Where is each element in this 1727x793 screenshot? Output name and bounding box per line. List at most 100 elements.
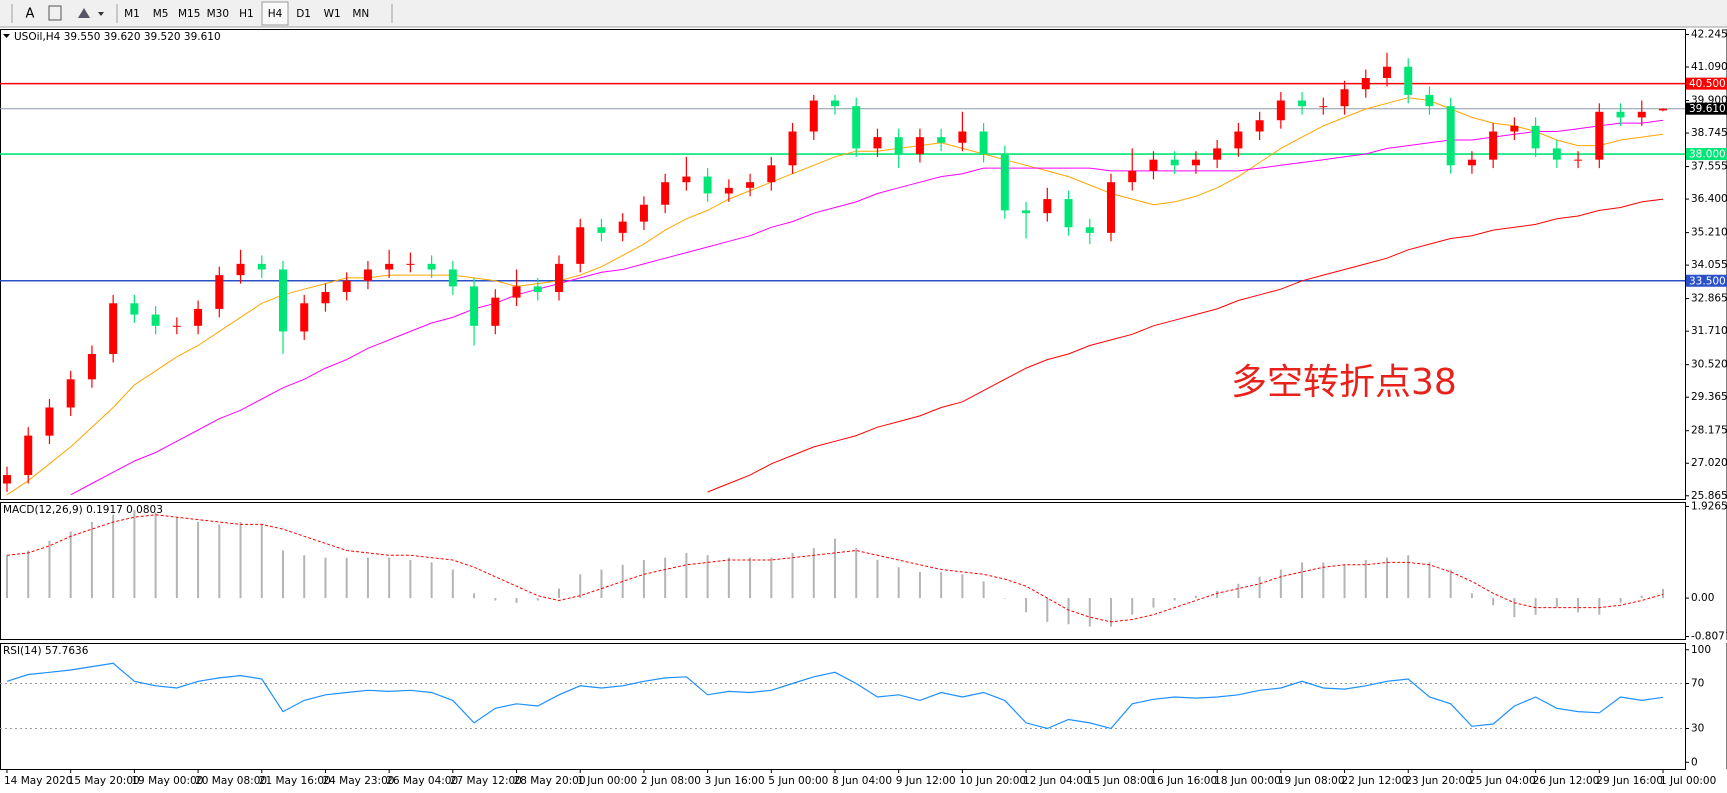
macd-bar — [239, 521, 242, 599]
x-tick-label: 27 May 12:00 — [450, 775, 522, 787]
dropdown-arrow[interactable] — [98, 12, 104, 16]
candle-body — [151, 314, 160, 326]
timeframe-button[interactable]: W1 — [324, 8, 341, 20]
text-label-tool[interactable] — [48, 5, 62, 21]
candle-body — [1000, 154, 1009, 211]
macd-bar — [791, 552, 794, 599]
candle-body — [215, 275, 224, 309]
moving-average — [6, 97, 1664, 496]
timeframe-button[interactable]: D1 — [296, 8, 311, 20]
macd-bar — [1152, 598, 1155, 608]
candle-body — [597, 227, 606, 233]
candle-body — [958, 131, 967, 143]
timeframe-button[interactable]: MN — [352, 8, 369, 20]
macd-bar — [1428, 562, 1431, 599]
candle-body — [724, 187, 733, 194]
macd-bar — [940, 571, 943, 599]
candle-body — [852, 106, 861, 149]
timeframe-button[interactable]: M15 — [178, 8, 200, 20]
level-label-box — [1686, 102, 1727, 115]
x-tick-label: 8 Jun 04:00 — [832, 775, 892, 787]
macd-bar — [27, 550, 30, 599]
level-label: 38.000 — [1689, 149, 1726, 161]
timeframe-button[interactable]: M5 — [153, 8, 169, 20]
symbol-menu-arrow[interactable] — [3, 34, 10, 38]
macd-bar — [1110, 598, 1112, 627]
y-tick-label: 35.210 — [1691, 227, 1727, 239]
candle-body — [342, 280, 351, 293]
candle-body — [1276, 100, 1285, 121]
candle-body — [703, 176, 712, 194]
candle-body — [1107, 182, 1115, 233]
active-timeframe — [261, 1, 289, 26]
timeframe-button[interactable]: M30 — [207, 8, 229, 20]
x-tick-label: 2 Jun 08:00 — [641, 775, 701, 787]
macd-bar — [558, 588, 560, 599]
candle-body — [279, 269, 287, 332]
timeframe-button[interactable]: M1 — [124, 8, 140, 20]
y-tick-label: 42.245 — [1691, 28, 1727, 40]
candle-body — [831, 100, 839, 107]
candle-body — [1128, 170, 1137, 183]
candle-body — [767, 165, 776, 183]
candle-body — [1149, 159, 1158, 171]
level-label: 33.500 — [1689, 275, 1726, 287]
macd-bar — [1470, 593, 1473, 599]
panel-title: MACD(12,26,9) 0.1917 0.0803 — [3, 504, 163, 516]
macd-bar — [1046, 598, 1049, 622]
macd-bar — [579, 574, 582, 599]
candle-body — [1595, 111, 1604, 160]
x-tick-label: 5 Jun 00:00 — [768, 775, 828, 787]
panel-frame — [0, 643, 1686, 770]
macd-bar — [1322, 562, 1325, 599]
x-tick-label: 9 Jun 12:00 — [896, 775, 956, 787]
candle-body — [1383, 66, 1391, 78]
candle-body — [915, 137, 924, 155]
level-label-box — [1686, 148, 1727, 161]
macd-bar — [1279, 569, 1282, 599]
macd-bar — [918, 571, 921, 599]
candle-body — [1659, 108, 1667, 111]
toolbar — [0, 0, 1727, 27]
macd-bar — [175, 517, 178, 599]
macd-bar — [282, 550, 284, 599]
macd-bar — [1577, 598, 1580, 613]
x-tick-label: 19 Jun 08:00 — [1278, 775, 1345, 787]
candle-body — [1170, 159, 1179, 166]
candle-body — [809, 100, 818, 132]
macd-bar — [473, 593, 476, 599]
candle-body — [257, 263, 266, 270]
x-tick-label: 1 Jul 00:00 — [1660, 775, 1716, 787]
candle-body — [533, 286, 542, 293]
macd-bar — [1237, 583, 1240, 599]
macd-bar — [897, 567, 900, 599]
y-tick-label: 25.865 — [1691, 490, 1727, 502]
candle-body — [321, 292, 330, 304]
candle-body — [448, 269, 457, 287]
macd-bar — [1386, 557, 1388, 599]
macd-bar — [430, 562, 433, 599]
candle-body — [1552, 148, 1561, 160]
macd-bar — [982, 581, 985, 599]
shapes-tool[interactable] — [78, 8, 90, 18]
macd-bar — [1619, 598, 1622, 603]
candle-body — [873, 137, 882, 149]
macd-bar — [6, 555, 8, 599]
timeframe-button[interactable]: H1 — [239, 8, 254, 20]
candle-body — [1298, 100, 1307, 107]
panel-title: USOil,H4 39.550 39.620 39.520 39.610 — [14, 31, 221, 43]
macd-bar — [834, 538, 836, 599]
y-tick-label: 29.365 — [1691, 391, 1727, 403]
candle-body — [788, 131, 797, 166]
macd-bar — [1343, 564, 1346, 599]
timeframe-button[interactable]: H4 — [268, 8, 283, 20]
candle-body — [1064, 199, 1073, 228]
level-label: 39.610 — [1689, 103, 1726, 115]
macd-bar — [451, 569, 454, 599]
text-tool[interactable]: A — [26, 7, 35, 22]
candle-body — [1574, 159, 1583, 161]
macd-bar — [154, 512, 157, 599]
candle-body — [1255, 120, 1264, 132]
candle-body — [555, 263, 563, 293]
